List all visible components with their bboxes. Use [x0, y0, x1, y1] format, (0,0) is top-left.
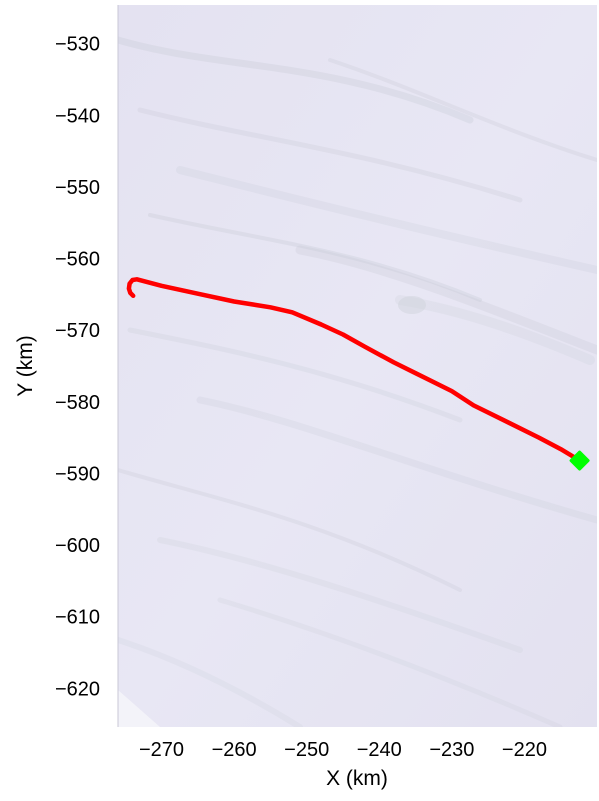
y-tick-label: −540: [55, 105, 100, 127]
y-tick-label: −550: [55, 177, 100, 199]
x-tick-labels: −270 −260 −250 −240 −230 −220: [139, 739, 547, 761]
track-line: [126, 277, 582, 463]
map-background: [118, 5, 597, 727]
y-tick-label: −530: [55, 34, 100, 56]
y-tick-label: −600: [55, 535, 100, 557]
y-tick-labels: −530 −540 −550 −560 −570 −580 −590 −600 −610 −620: [55, 34, 100, 701]
x-axis-title: X (km): [326, 767, 388, 790]
x-tick-label: −270: [139, 739, 184, 761]
y-tick-label: −560: [55, 249, 100, 271]
x-tick-label: −250: [284, 739, 329, 761]
x-tick-label: −260: [212, 739, 257, 761]
x-tick-label: −220: [502, 739, 547, 761]
marker-layer: [569, 450, 590, 471]
y-tick-label: −580: [55, 392, 100, 414]
y-tick-label: −590: [55, 463, 100, 485]
ice-feature: [398, 296, 426, 314]
y-axis-title: Y (km): [14, 335, 37, 396]
y-tick-label: −570: [55, 320, 100, 342]
x-tick-label: −240: [357, 739, 402, 761]
y-tick-label: −610: [55, 607, 100, 629]
y-tick-label: −620: [55, 678, 100, 700]
end-marker: [569, 450, 590, 471]
corner-shading: [118, 690, 160, 727]
plot-area: [117, 5, 597, 727]
series-layer: [126, 277, 582, 463]
x-tick-label: −230: [429, 739, 474, 761]
